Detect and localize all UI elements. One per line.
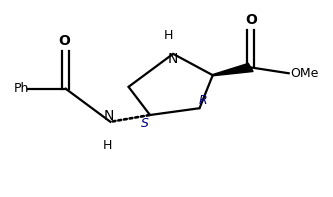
Text: Ph: Ph — [14, 82, 29, 95]
Text: R: R — [198, 94, 207, 107]
Text: O: O — [245, 13, 257, 27]
Text: O: O — [58, 34, 70, 48]
Text: N: N — [104, 109, 114, 123]
Text: H: H — [164, 29, 173, 42]
Text: S: S — [141, 117, 149, 130]
Text: OMe: OMe — [290, 67, 319, 80]
Polygon shape — [212, 63, 253, 76]
Text: H: H — [102, 139, 112, 152]
Text: N: N — [168, 52, 178, 66]
